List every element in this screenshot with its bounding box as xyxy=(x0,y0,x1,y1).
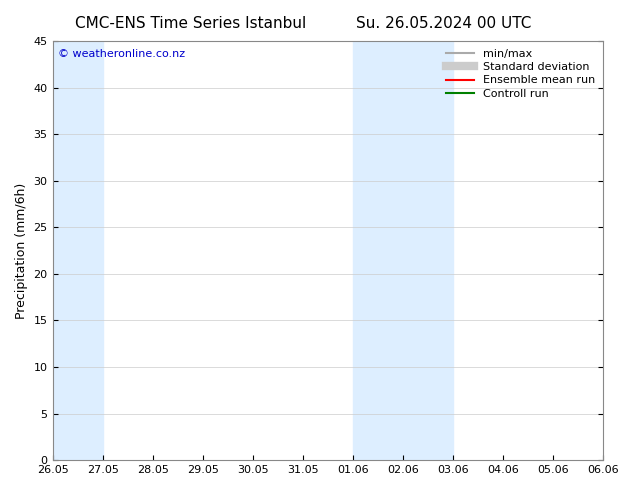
Y-axis label: Precipitation (mm/6h): Precipitation (mm/6h) xyxy=(15,182,28,318)
Text: Su. 26.05.2024 00 UTC: Su. 26.05.2024 00 UTC xyxy=(356,16,531,31)
Bar xyxy=(53,41,103,460)
Text: © weatheronline.co.nz: © weatheronline.co.nz xyxy=(58,49,185,59)
Text: CMC-ENS Time Series Istanbul: CMC-ENS Time Series Istanbul xyxy=(75,16,306,31)
Legend: min/max, Standard deviation, Ensemble mean run, Controll run: min/max, Standard deviation, Ensemble me… xyxy=(442,45,600,103)
Bar xyxy=(353,41,453,460)
